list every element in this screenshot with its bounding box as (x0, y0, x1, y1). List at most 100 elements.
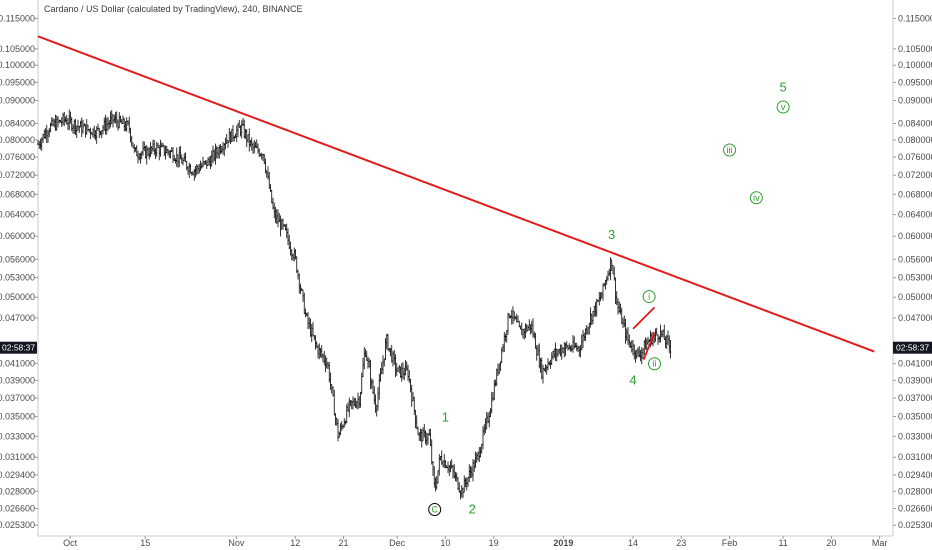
chart-title: Cardano / US Dollar (calculated by Tradi… (44, 4, 302, 14)
wave-label-ring (642, 290, 656, 304)
y-tick-label-left: 0.026600 (0, 503, 35, 513)
wave-label: 5 (780, 79, 787, 94)
x-tick-label: 10 (440, 538, 450, 548)
y-tick-label-left: 0.090000 (0, 95, 35, 105)
y-tick-label-right: 0.047000 (898, 313, 932, 323)
x-tick-label: 20 (826, 538, 836, 548)
y-tick-label-right: 0.029400 (898, 470, 932, 480)
x-tick-label: Mar (872, 538, 888, 548)
y-tick-label-right: 0.039000 (898, 375, 932, 385)
x-tick-label: 14 (628, 538, 638, 548)
x-tick-label: Feb (722, 538, 738, 548)
y-tick-label-left: 0.039000 (0, 375, 35, 385)
price-scale[interactable]: 0.115000 0.115000 0.105000 0.105000 0.100000… (0, 13, 932, 530)
wave-label: ii (652, 359, 656, 369)
wave-label-ring (647, 357, 661, 371)
y-tick-label-left: 0.080000 (0, 135, 35, 145)
y-tick-label-right: 0.076000 (898, 152, 932, 162)
wave-label: v (781, 102, 786, 112)
wave-label: 4 (629, 373, 636, 388)
x-tick-label: Dec (389, 538, 406, 548)
y-tick-label-right: 0.056000 (898, 254, 932, 264)
price-tag-left: 02:58:37 (2, 343, 35, 353)
y-tick-label-left: 0.031000 (0, 452, 35, 462)
price-tag-left-bg (0, 341, 37, 354)
y-tick-label-right: 0.072000 (898, 170, 932, 180)
wave-label-ring (776, 100, 790, 114)
y-tick-label-right: 0.031000 (898, 452, 932, 462)
wedge-trendline (642, 332, 656, 360)
x-tick-label: 19 (489, 538, 499, 548)
y-tick-label-right: 0.035000 (898, 412, 932, 422)
y-tick-label-right: 0.033000 (898, 431, 932, 441)
x-tick-label: 11 (778, 538, 787, 548)
y-tick-label-right: 0.053000 (898, 273, 932, 283)
y-tick-label-left: 0.068000 (0, 189, 35, 199)
wave-label-ring (428, 503, 442, 517)
x-tick-label: Nov (228, 538, 245, 548)
y-tick-label-left: 0.084000 (0, 119, 35, 129)
x-tick-label: 2019 (553, 538, 573, 548)
y-tick-label-right: 0.095000 (898, 77, 932, 87)
y-tick-label-left: 0.076000 (0, 152, 35, 162)
price-tag-right-bg (893, 341, 932, 354)
y-tick-label-left: 0.033000 (0, 431, 35, 441)
y-tick-label-right: 0.060000 (898, 231, 932, 241)
y-tick-label-left: 0.105000 (0, 44, 35, 54)
y-tick-label-right: 0.080000 (898, 135, 932, 145)
y-tick-label-left: 0.029400 (0, 470, 35, 480)
x-tick-label: 15 (140, 538, 150, 548)
y-tick-label-left: 0.100000 (0, 60, 35, 70)
y-tick-label-left: 0.053000 (0, 273, 35, 283)
wedge-trendline (632, 306, 656, 330)
y-tick-label-left: 0.060000 (0, 231, 35, 241)
price-tags: 02:58:37 02:58:37 (0, 341, 932, 354)
y-tick-label-right: 0.100000 (898, 60, 932, 70)
y-tick-label-left: 0.072000 (0, 170, 35, 180)
x-tick-label: 23 (676, 538, 686, 548)
y-tick-label-right: 0.084000 (898, 119, 932, 129)
wave-label: C (431, 505, 438, 515)
y-tick-label-right: 0.064000 (898, 210, 932, 220)
time-scale[interactable]: Oct 15 Nov 12 21 Dec 10 19 2019 14 23 Feb 11 20 Mar (63, 536, 887, 548)
x-tick-label: Oct (63, 538, 78, 548)
trendlines[interactable] (37, 35, 875, 360)
wave-label: 2 (469, 502, 476, 517)
y-tick-label-left: 0.041000 (0, 359, 35, 369)
y-tick-label-right: 0.037000 (898, 393, 932, 403)
y-tick-label-left: 0.025300 (0, 520, 35, 530)
wave-label-ring (749, 191, 763, 205)
wave-label: i (648, 292, 650, 302)
y-tick-label-left: 0.064000 (0, 210, 35, 220)
y-tick-label-right: 0.105000 (898, 44, 932, 54)
x-tick-label: 12 (290, 538, 300, 548)
y-tick-label-left: 0.028000 (0, 486, 35, 496)
y-tick-label-left: 0.035000 (0, 412, 35, 422)
price-tag-right: 02:58:37 (896, 343, 929, 353)
y-tick-label-right: 0.090000 (898, 95, 932, 105)
y-tick-label-left: 0.050000 (0, 292, 35, 302)
x-tick-label: 21 (339, 538, 349, 548)
y-tick-label-right: 0.028000 (898, 486, 932, 496)
wave-label-ring (723, 143, 737, 157)
wave-label: 3 (608, 227, 615, 242)
y-tick-label-right: 0.025300 (898, 520, 932, 530)
wave-label: 1 (442, 409, 449, 424)
y-tick-label-left: 0.037000 (0, 393, 35, 403)
y-tick-label-right: 0.115000 (898, 13, 932, 23)
axes (37, 0, 894, 537)
y-tick-label-right: 0.026600 (898, 503, 932, 513)
y-tick-label-left: 0.056000 (0, 254, 35, 264)
y-tick-label-left: 0.047000 (0, 313, 35, 323)
y-tick-label-right: 0.068000 (898, 189, 932, 199)
wave-label: iv (753, 193, 760, 203)
wave-label: iii (727, 145, 733, 155)
y-tick-label-left: 0.115000 (0, 13, 35, 23)
y-tick-label-left: 0.095000 (0, 77, 35, 87)
y-tick-label-right: 0.041000 (898, 359, 932, 369)
resistance-trendline (37, 35, 875, 353)
